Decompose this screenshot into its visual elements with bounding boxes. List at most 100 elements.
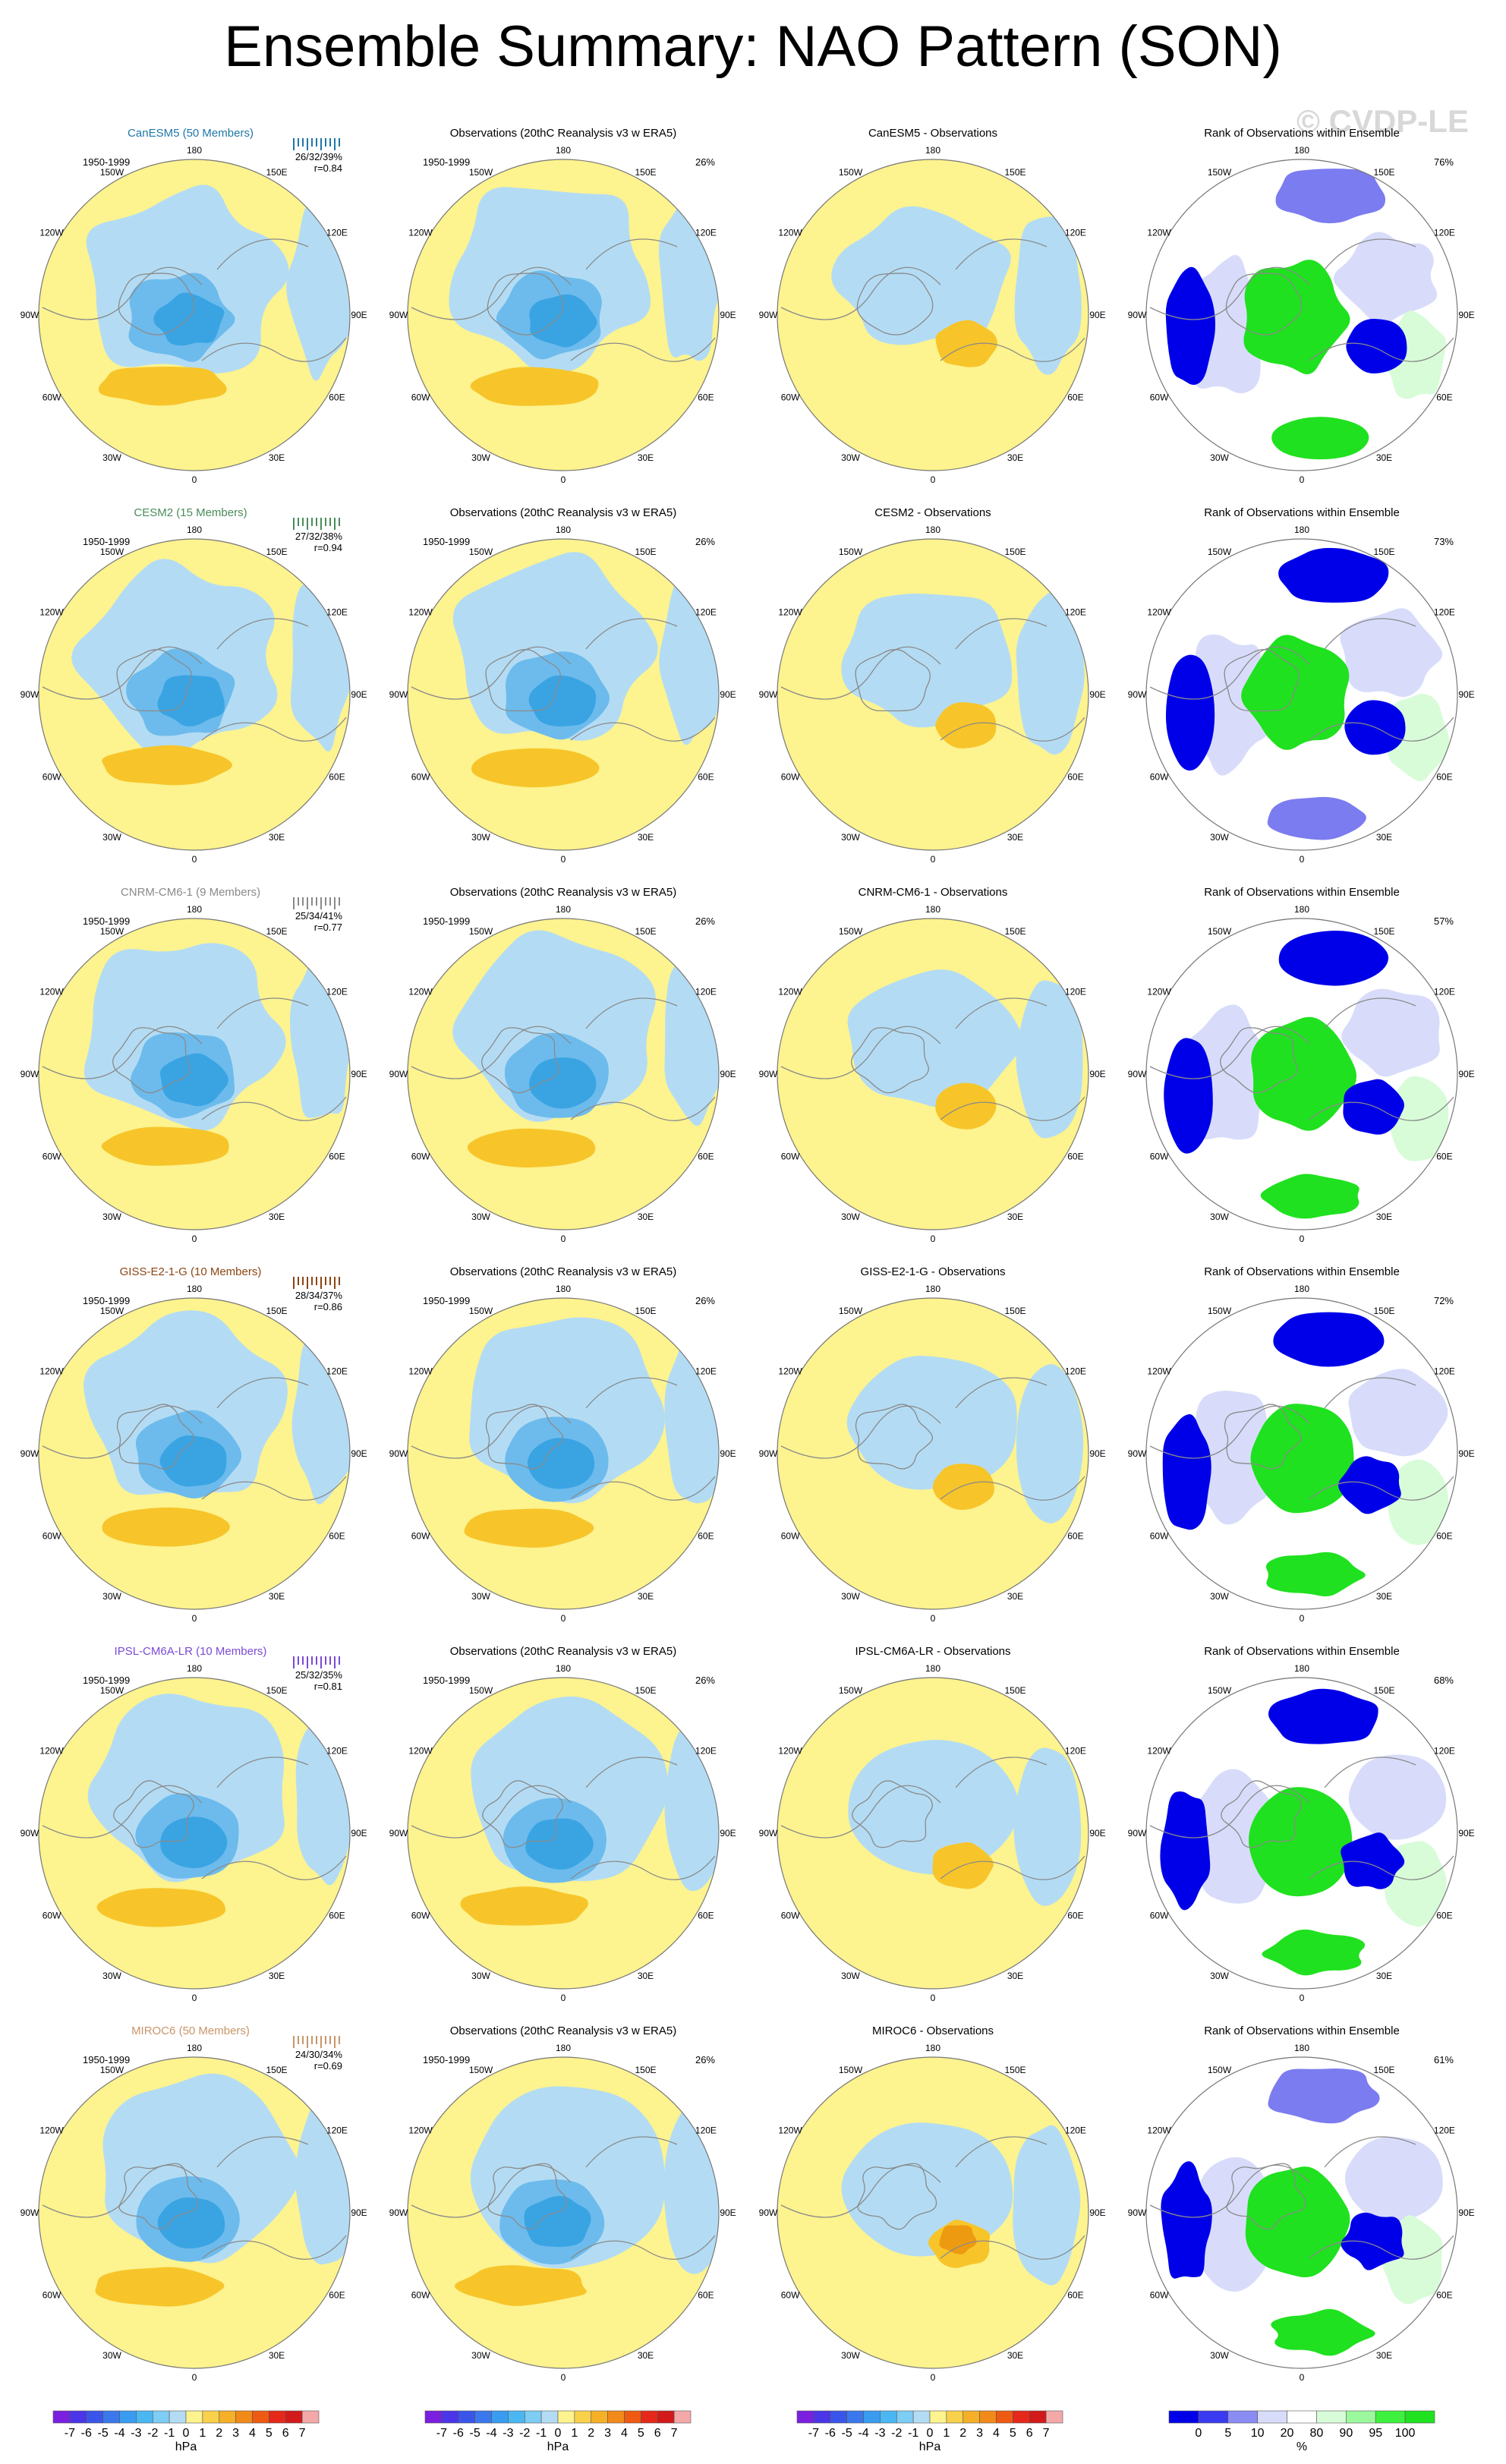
period-label: 1950-1999 xyxy=(423,915,470,927)
longitude-label: 30E xyxy=(638,1212,654,1222)
longitude-label: 30W xyxy=(841,452,860,463)
obs-variance-pct: 26% xyxy=(695,915,715,927)
coastline-greenland xyxy=(1220,1027,1298,1094)
positive-anomaly-core xyxy=(939,2225,977,2254)
coastline-america xyxy=(42,1785,203,1839)
colorbar-tick-label: -4 xyxy=(486,2427,496,2440)
colorbar-swatch xyxy=(1029,2410,1047,2424)
coastline-siberia xyxy=(1324,2136,1416,2168)
longitude-label: 30E xyxy=(1376,452,1392,463)
period-label: 1950-1999 xyxy=(423,1295,470,1306)
map-boundary xyxy=(777,159,1089,471)
coastline-siberia xyxy=(585,997,678,1029)
rank-edge-region xyxy=(1271,417,1369,460)
coastlines xyxy=(780,2136,1085,2260)
period-label: 1950-1999 xyxy=(423,156,470,168)
colorbar-swatch xyxy=(1404,2410,1435,2424)
longitude-label: 150E xyxy=(1373,1685,1394,1696)
longitude-label: 120W xyxy=(1147,1366,1171,1377)
longitude-label: 60W xyxy=(411,1152,430,1162)
negative-anomaly-core xyxy=(529,1057,597,1109)
colorbar-tick-label: 3 xyxy=(976,2427,983,2440)
longitude-label: 30W xyxy=(102,2350,121,2361)
coastline-greenland xyxy=(116,649,192,712)
longitude-label: 60W xyxy=(781,392,800,403)
negative-anomaly-core xyxy=(157,675,225,726)
longitude-label: 90E xyxy=(351,2207,367,2218)
longitude-label: 150W xyxy=(100,167,124,178)
rank-title: Rank of Observations within Ensemble xyxy=(1204,2024,1400,2037)
colorbar-tick-label: 4 xyxy=(993,2427,1000,2440)
longitude-label: 0 xyxy=(192,474,197,485)
longitude-label: 90W xyxy=(20,1448,39,1459)
colorbar-swatch xyxy=(202,2410,220,2424)
longitude-label: 180 xyxy=(925,1663,940,1674)
coastline-america xyxy=(42,266,203,320)
rank-edge-region xyxy=(1271,2308,1375,2356)
colorbar-tick-label: -6 xyxy=(81,2427,92,2440)
colorbar-tick-label: -1 xyxy=(164,2427,175,2440)
coastlines xyxy=(42,1757,347,1880)
map-boundary xyxy=(777,918,1089,1230)
longitude-label: 30W xyxy=(102,1971,121,1981)
coastline-greenland xyxy=(487,273,564,336)
longitude-label: 30E xyxy=(269,1212,285,1222)
coastline-siberia xyxy=(955,238,1048,270)
row-miroc6: MIROC6 (50 Members) 1950-1999 24/30/34%r=0… xyxy=(20,2024,1475,2383)
longitude-label: 180 xyxy=(1294,1284,1309,1294)
longitude-label: 90E xyxy=(1089,310,1105,320)
coastline-greenland xyxy=(855,649,931,712)
longitude-label: 90E xyxy=(720,2207,736,2218)
rank-low-light-region xyxy=(1348,1754,1447,1840)
coastline-eurasia xyxy=(201,1096,347,1121)
colorbar-swatch xyxy=(152,2410,170,2424)
longitude-label: 150E xyxy=(266,547,287,557)
panel-diff: GISS-E2-1-G - Observations 180 150E 120E 90E… xyxy=(759,1265,1106,1624)
colorbar-tick-label: -2 xyxy=(891,2427,902,2440)
longitude-label: 150E xyxy=(1004,1685,1026,1696)
longitude-label: 0 xyxy=(1300,1613,1305,1624)
panel-rank: Rank of Observations within Ensemble 68% 1… xyxy=(1128,1645,1475,2003)
longitude-label: 90E xyxy=(1089,2207,1105,2218)
obs-title: Observations (20thC Reanalysis v3 w ERA5… xyxy=(450,886,676,899)
coastline-eurasia xyxy=(940,1855,1085,1880)
colorbar-tick-label: 5 xyxy=(1010,2427,1016,2440)
map-field xyxy=(1146,1678,1457,1989)
longitude-label: 90W xyxy=(20,1069,39,1079)
rank-low-light-region xyxy=(1344,2136,1443,2222)
coastline-greenland xyxy=(852,1780,933,1848)
longitude-label: 120W xyxy=(408,987,433,997)
obs-title: Observations (20thC Reanalysis v3 w ERA5… xyxy=(450,1645,676,1658)
coastline-eurasia xyxy=(570,2235,716,2260)
colorbar-tick-label: -6 xyxy=(825,2427,836,2440)
coastline-eurasia xyxy=(940,2235,1085,2260)
map-field xyxy=(1146,918,1457,1230)
coastline-greenland xyxy=(118,273,195,336)
longitude-label: 120W xyxy=(1147,2125,1171,2136)
longitude-label: 60W xyxy=(411,392,430,403)
rank-low-light-region xyxy=(1187,1391,1274,1525)
longitude-label: 150E xyxy=(635,1306,656,1316)
coastlines xyxy=(780,618,1085,742)
coastline-america xyxy=(411,266,572,320)
longitude-label: 120E xyxy=(1065,987,1086,997)
negative-anomaly-region xyxy=(831,206,1011,345)
rank-area-pct: 76% xyxy=(1434,156,1454,168)
colorbar-tick-label: -4 xyxy=(114,2427,124,2440)
longitude-label: 0 xyxy=(192,1613,197,1624)
colorbar-swatch xyxy=(846,2410,864,2424)
colorbar-tick-label: 1 xyxy=(943,2427,950,2440)
coastlines xyxy=(411,1377,716,1501)
colorbar-swatch xyxy=(252,2410,269,2424)
longitude-label: 60W xyxy=(781,1531,800,1542)
colorbar-tick-label: 5 xyxy=(1224,2427,1231,2440)
obs-variance-pct: 26% xyxy=(695,536,715,547)
longitude-label: 120W xyxy=(408,228,433,238)
coastline-siberia xyxy=(955,997,1048,1029)
colorbar-tick-label: 3 xyxy=(604,2427,611,2440)
obs-variance-pct: 26% xyxy=(695,2054,715,2065)
negative-anomaly-region xyxy=(846,1356,1017,1490)
longitude-label: 180 xyxy=(187,1663,202,1674)
rank-low-region xyxy=(1346,318,1407,374)
longitude-label: 90W xyxy=(389,689,408,700)
